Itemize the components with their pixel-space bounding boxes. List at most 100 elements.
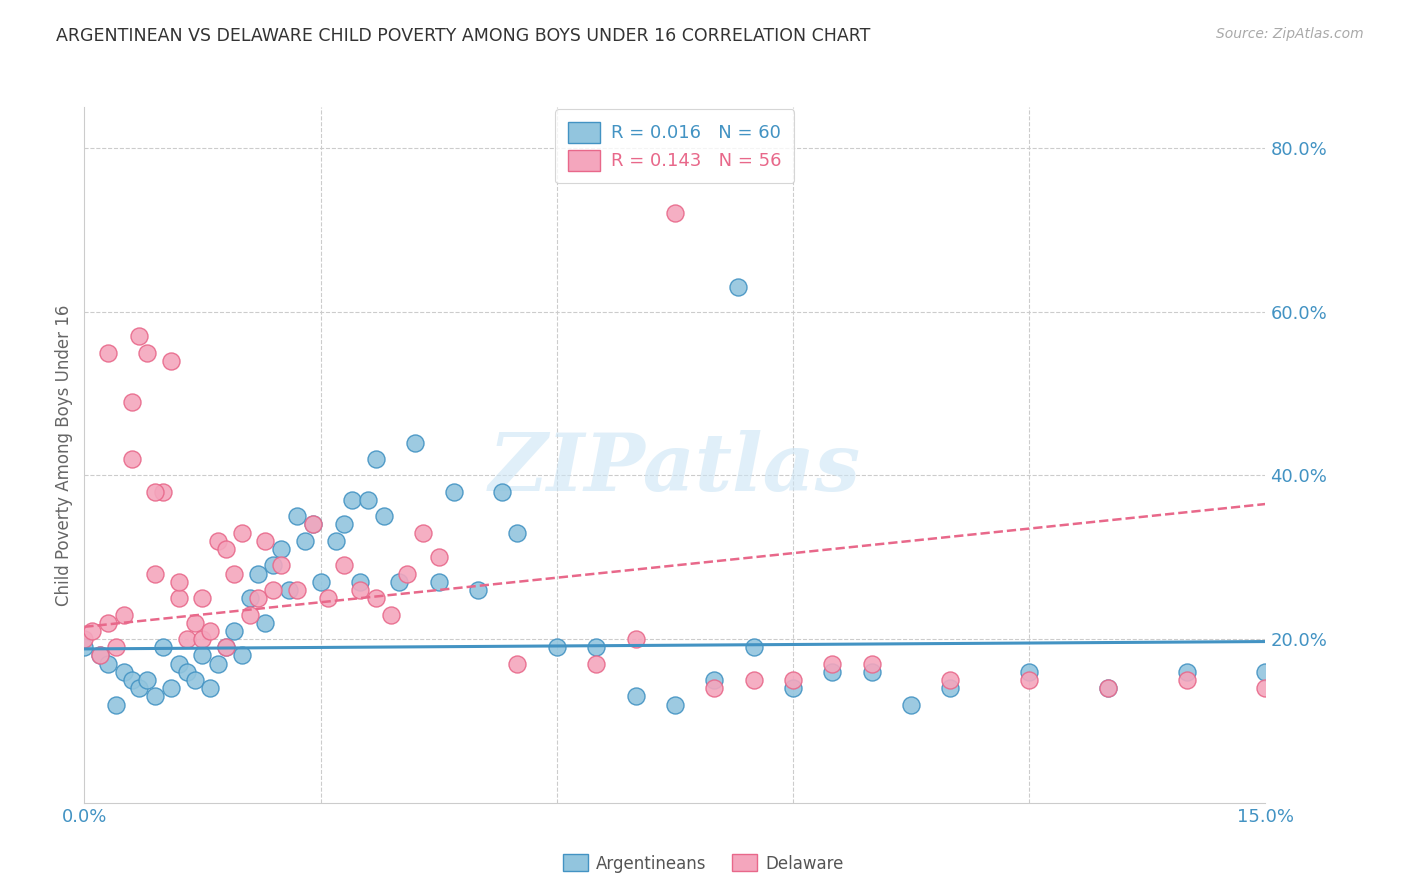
Point [121, 673, 143, 687]
Point [703, 673, 725, 687]
Point [309, 574, 332, 589]
Point [143, 484, 166, 499]
Point [121, 452, 143, 467]
Point [285, 509, 308, 524]
Point [231, 525, 253, 540]
Legend: R = 0.016   N = 60, R = 0.143   N = 56: R = 0.016 N = 60, R = 0.143 N = 56 [555, 109, 794, 184]
Point [136, 673, 159, 687]
Point [388, 574, 411, 589]
Point [160, 681, 183, 696]
Point [183, 615, 205, 630]
Point [112, 665, 135, 679]
Point [1018, 673, 1040, 687]
Point [585, 640, 607, 655]
Text: ZIPatlas: ZIPatlas [489, 430, 860, 508]
Point [742, 640, 765, 655]
Y-axis label: Child Poverty Among Boys Under 16: Child Poverty Among Boys Under 16 [55, 304, 73, 606]
Point [340, 492, 363, 507]
Point [703, 681, 725, 696]
Point [860, 657, 883, 671]
Point [215, 640, 238, 655]
Point [349, 574, 371, 589]
Text: Source: ZipAtlas.com: Source: ZipAtlas.com [1216, 27, 1364, 41]
Point [294, 533, 316, 548]
Point [664, 698, 686, 712]
Point [73, 632, 96, 646]
Point [585, 657, 607, 671]
Point [262, 582, 284, 597]
Point [167, 657, 190, 671]
Point [200, 624, 222, 638]
Point [104, 698, 127, 712]
Point [325, 533, 347, 548]
Point [222, 566, 245, 581]
Point [239, 591, 262, 606]
Point [121, 394, 143, 409]
Point [1254, 681, 1277, 696]
Point [128, 329, 150, 343]
Point [143, 690, 166, 704]
Point [782, 681, 804, 696]
Point [664, 206, 686, 220]
Point [152, 484, 174, 499]
Point [1018, 665, 1040, 679]
Point [1097, 681, 1119, 696]
Point [939, 673, 962, 687]
Point [254, 615, 277, 630]
Point [333, 558, 356, 573]
Point [246, 566, 269, 581]
Point [167, 574, 190, 589]
Point [183, 673, 205, 687]
Point [349, 582, 371, 597]
Point [222, 624, 245, 638]
Point [97, 345, 120, 359]
Point [152, 640, 174, 655]
Point [112, 607, 135, 622]
Point [89, 648, 111, 663]
Point [1097, 681, 1119, 696]
Point [160, 353, 183, 368]
Point [176, 632, 198, 646]
Point [270, 542, 292, 557]
Point [373, 509, 395, 524]
Point [136, 345, 159, 359]
Point [191, 591, 214, 606]
Point [73, 640, 96, 655]
Point [285, 582, 308, 597]
Point [364, 591, 387, 606]
Point [1254, 665, 1277, 679]
Point [396, 566, 419, 581]
Point [427, 550, 450, 565]
Point [357, 492, 380, 507]
Point [624, 632, 647, 646]
Point [191, 648, 214, 663]
Point [404, 435, 426, 450]
Point [860, 665, 883, 679]
Point [1175, 665, 1198, 679]
Point [506, 525, 529, 540]
Point [97, 657, 120, 671]
Point [624, 690, 647, 704]
Point [546, 640, 568, 655]
Point [128, 681, 150, 696]
Point [380, 607, 402, 622]
Point [215, 542, 238, 557]
Point [318, 591, 340, 606]
Point [215, 640, 238, 655]
Point [278, 582, 301, 597]
Point [104, 640, 127, 655]
Point [821, 657, 844, 671]
Point [270, 558, 292, 573]
Point [191, 632, 214, 646]
Point [200, 681, 222, 696]
Point [207, 533, 229, 548]
Point [301, 517, 323, 532]
Point [176, 665, 198, 679]
Point [443, 484, 465, 499]
Point [506, 657, 529, 671]
Point [143, 566, 166, 581]
Point [742, 673, 765, 687]
Text: ARGENTINEAN VS DELAWARE CHILD POVERTY AMONG BOYS UNDER 16 CORRELATION CHART: ARGENTINEAN VS DELAWARE CHILD POVERTY AM… [56, 27, 870, 45]
Point [333, 517, 356, 532]
Legend: Argentineans, Delaware: Argentineans, Delaware [555, 847, 851, 880]
